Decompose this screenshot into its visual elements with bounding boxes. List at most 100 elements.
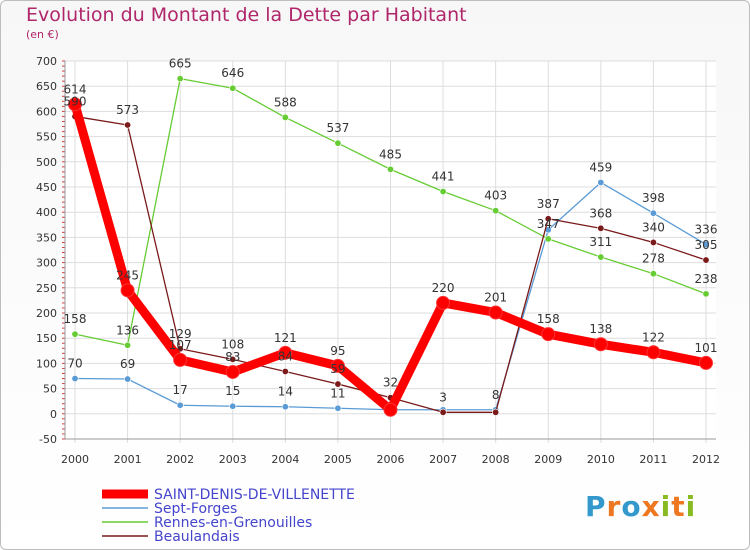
y-tick-label: 50 bbox=[43, 383, 57, 396]
chart-subtitle: (en €) bbox=[26, 28, 59, 41]
data-point bbox=[593, 337, 608, 352]
data-point bbox=[544, 215, 552, 223]
data-point bbox=[176, 401, 184, 409]
y-tick-label: 300 bbox=[36, 257, 57, 270]
logo-letter: r bbox=[606, 490, 622, 523]
data-point bbox=[173, 352, 188, 367]
data-label: 305 bbox=[695, 238, 718, 252]
logo-letter: o bbox=[621, 490, 642, 523]
x-tick-label: 2006 bbox=[377, 453, 405, 466]
y-tick-label: 500 bbox=[36, 156, 57, 169]
y-tick-label: 450 bbox=[36, 181, 57, 194]
data-label: 665 bbox=[169, 57, 192, 71]
x-tick-label: 2012 bbox=[692, 453, 720, 466]
data-label: 158 bbox=[64, 312, 87, 326]
data-label: 101 bbox=[695, 341, 718, 355]
x-tick-label: 2007 bbox=[429, 453, 457, 466]
proxiti-logo: Proxiti bbox=[585, 490, 696, 523]
data-label: 588 bbox=[274, 95, 297, 109]
data-label: 398 bbox=[642, 191, 665, 205]
data-label: 614 bbox=[64, 82, 87, 96]
data-point bbox=[699, 355, 713, 370]
data-point bbox=[436, 295, 451, 310]
data-point bbox=[281, 113, 289, 121]
data-label: 8 bbox=[492, 388, 500, 402]
data-point bbox=[597, 178, 605, 186]
data-point bbox=[541, 327, 556, 342]
data-point bbox=[702, 240, 710, 248]
data-label: 129 bbox=[169, 327, 192, 341]
data-label: 387 bbox=[537, 197, 560, 211]
chart-title: Evolution du Montant de la Dette par Hab… bbox=[26, 4, 467, 26]
data-point bbox=[649, 238, 657, 246]
data-label: 69 bbox=[120, 357, 135, 371]
data-point bbox=[646, 345, 661, 360]
logo-letter: t bbox=[671, 490, 686, 523]
x-tick-label: 2000 bbox=[61, 453, 89, 466]
data-point bbox=[649, 270, 657, 278]
x-tick-label: 2009 bbox=[534, 453, 562, 466]
data-label: 403 bbox=[484, 189, 507, 203]
data-label: 84 bbox=[278, 349, 293, 363]
data-label: 347 bbox=[537, 217, 560, 231]
data-point bbox=[492, 408, 500, 416]
data-label: 121 bbox=[274, 331, 297, 345]
data-point bbox=[278, 345, 293, 360]
data-label: 138 bbox=[589, 322, 612, 336]
data-label: 11 bbox=[330, 386, 345, 400]
y-tick-label: 100 bbox=[36, 357, 57, 370]
data-label: 311 bbox=[589, 235, 612, 249]
data-point bbox=[71, 375, 79, 383]
data-point bbox=[124, 375, 132, 383]
logo-letter: i bbox=[660, 490, 672, 523]
data-label: 459 bbox=[589, 160, 612, 174]
data-label: 70 bbox=[67, 357, 82, 371]
data-label: 245 bbox=[116, 268, 139, 282]
data-point bbox=[386, 165, 394, 173]
x-tick-label: 2011 bbox=[639, 453, 667, 466]
data-label: 485 bbox=[379, 147, 402, 161]
data-point bbox=[281, 403, 289, 411]
y-tick-label: 700 bbox=[36, 55, 57, 68]
data-point bbox=[334, 139, 342, 147]
data-label: 441 bbox=[432, 170, 455, 184]
data-label: 14 bbox=[278, 385, 293, 399]
data-label: 3 bbox=[439, 390, 447, 404]
data-point bbox=[334, 380, 342, 388]
y-tick-label: 550 bbox=[36, 131, 57, 144]
legend-label: Sept-Forges bbox=[154, 501, 237, 517]
data-point bbox=[439, 408, 447, 416]
data-label: 238 bbox=[695, 272, 718, 286]
data-point bbox=[649, 209, 657, 217]
data-label: 83 bbox=[225, 350, 240, 364]
data-label: 32 bbox=[383, 376, 398, 390]
y-tick-label: 350 bbox=[36, 231, 57, 244]
legend-label: Beaulandais bbox=[154, 529, 240, 545]
x-tick-label: 2008 bbox=[482, 453, 510, 466]
data-point bbox=[330, 358, 345, 373]
data-label: 340 bbox=[642, 220, 665, 234]
data-label: 201 bbox=[484, 290, 507, 304]
data-label: 368 bbox=[589, 206, 612, 220]
logo-letter: x bbox=[641, 490, 661, 523]
data-point bbox=[702, 256, 710, 264]
data-label: 573 bbox=[116, 103, 139, 117]
data-label: 122 bbox=[642, 330, 665, 344]
data-label: 17 bbox=[173, 383, 188, 397]
data-label: 107 bbox=[169, 338, 192, 352]
y-tick-label: 400 bbox=[36, 206, 57, 219]
logo-letter: P bbox=[585, 490, 607, 523]
data-point bbox=[120, 283, 135, 298]
data-point bbox=[225, 364, 240, 379]
legend-label: Rennes-en-Grenouilles bbox=[154, 515, 312, 531]
logo-letter: i bbox=[685, 490, 697, 523]
data-point bbox=[124, 341, 132, 349]
y-tick-label: 0 bbox=[50, 408, 57, 421]
data-point bbox=[68, 97, 82, 112]
data-point bbox=[124, 121, 132, 129]
y-tick-label: -50 bbox=[39, 433, 57, 446]
data-point bbox=[71, 330, 79, 338]
data-label: 158 bbox=[537, 312, 560, 326]
x-tick-label: 2010 bbox=[587, 453, 615, 466]
